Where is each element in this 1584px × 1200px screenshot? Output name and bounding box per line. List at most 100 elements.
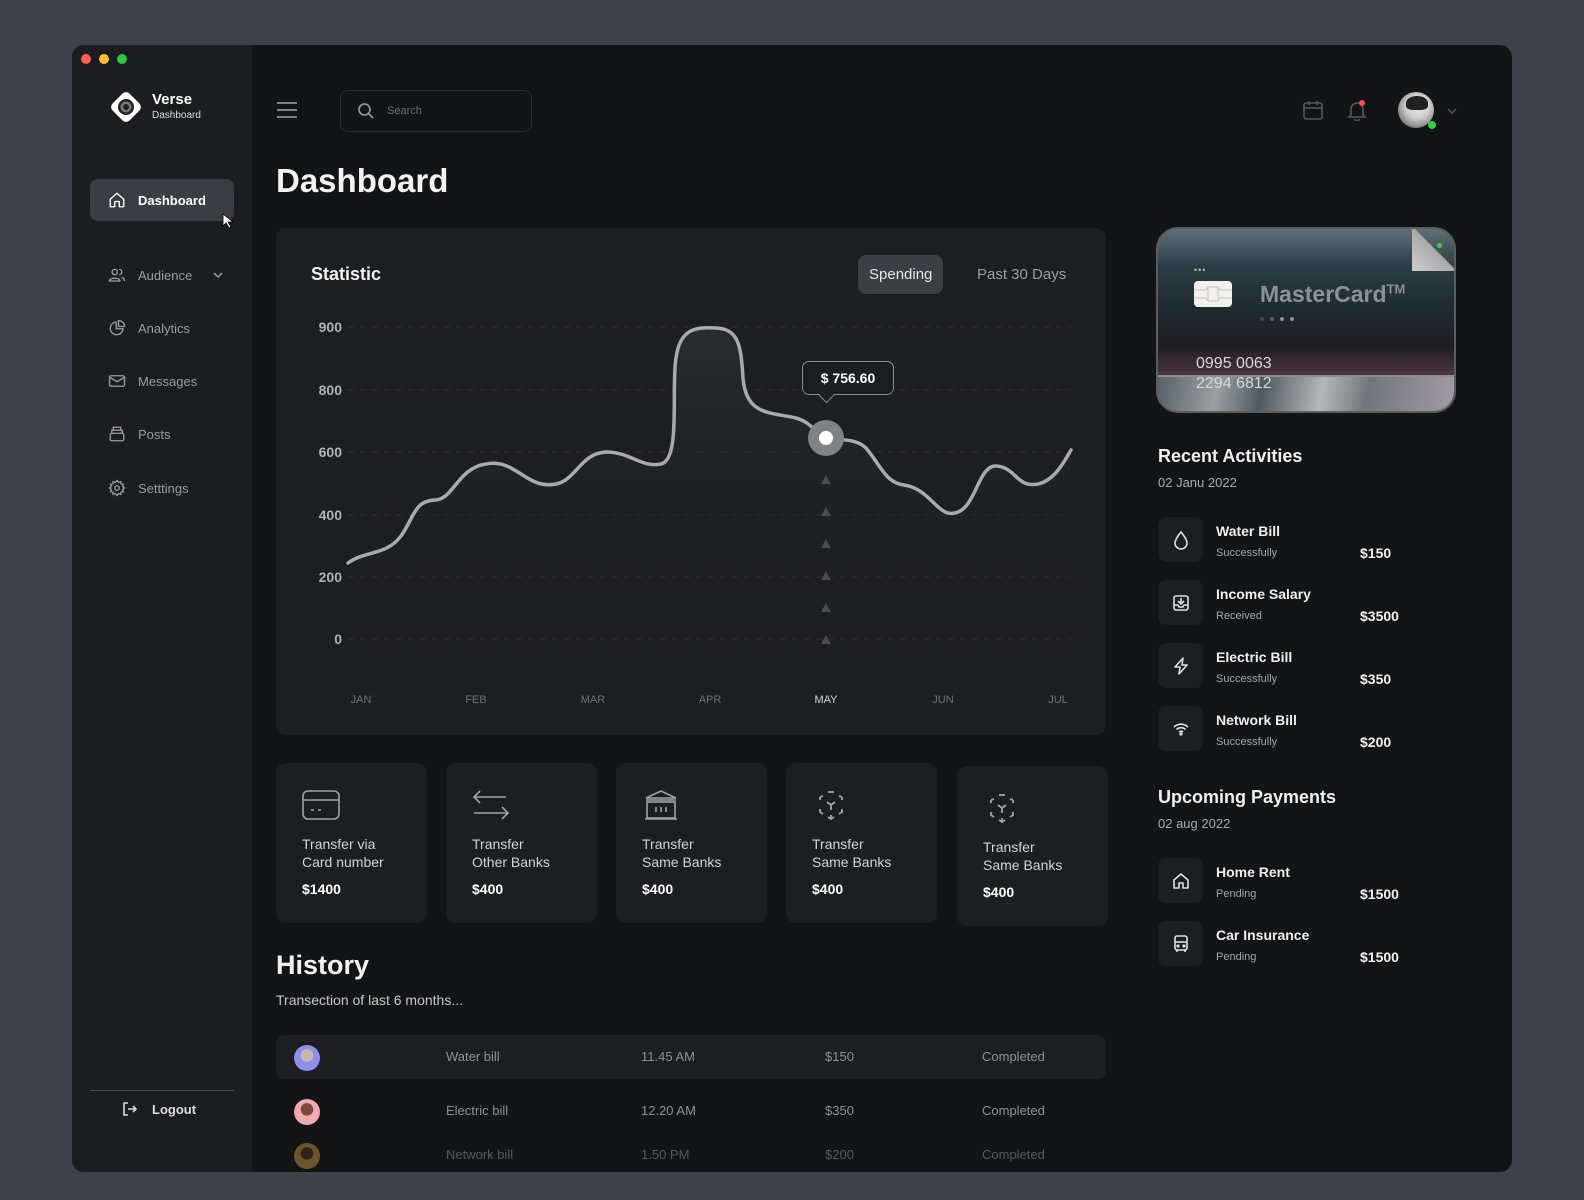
y-tick: 600 xyxy=(318,444,342,460)
history-status: Completed xyxy=(982,1103,1045,1118)
payment-item-car-insurance[interactable]: Car Insurance Pending $1500 xyxy=(1158,921,1408,967)
mastercard-credit-card[interactable]: ••• MasterCardTM 0995 0063 2294 6812 xyxy=(1156,227,1456,413)
tab-past-30-days[interactable]: Past 30 Days xyxy=(977,266,1067,283)
sidebar: Verse Dashboard Dashboard Audience Analy… xyxy=(72,45,252,1172)
search-icon xyxy=(358,103,374,119)
activity-item-network-bill[interactable]: Network Bill Successfully $200 xyxy=(1158,706,1408,752)
history-amount: $200 xyxy=(825,1147,854,1162)
sidebar-item-label: Posts xyxy=(138,426,171,442)
transfer-label: Same Banks xyxy=(642,854,722,870)
transfer-label: Same Banks xyxy=(812,854,892,870)
history-row[interactable]: Network bill 1.50 PM $200 Completed xyxy=(276,1133,1106,1172)
sidebar-divider xyxy=(90,1090,234,1091)
history-name: Network bill xyxy=(446,1147,514,1162)
page-title: Dashboard xyxy=(276,162,449,199)
transfer-label: Same Banks xyxy=(983,857,1063,873)
chevron-down-icon[interactable] xyxy=(1446,105,1458,117)
transfer-same-banks-tile[interactable]: Transfer Same Banks $400 xyxy=(616,763,767,923)
history-amount: $350 xyxy=(825,1103,854,1118)
history-row[interactable]: Water bill 11.45 AM $150 Completed xyxy=(276,1035,1106,1079)
sidebar-item-analytics[interactable]: Analytics xyxy=(90,307,234,349)
card-chip-icon xyxy=(1194,281,1232,307)
search-input[interactable] xyxy=(387,105,507,117)
sidebar-item-label: Audience xyxy=(138,267,193,283)
transfer-label: Transfer xyxy=(472,836,524,852)
transfer-label: Transfer xyxy=(642,836,694,852)
payment-item-home-rent[interactable]: Home Rent Pending $1500 xyxy=(1158,858,1408,904)
x-tick: JUN xyxy=(932,694,954,706)
activity-amount: $350 xyxy=(1360,671,1392,687)
spending-line xyxy=(346,326,1073,565)
card-trademark: TM xyxy=(1386,281,1406,297)
bell-icon[interactable] xyxy=(1346,99,1368,121)
maximize-window-button[interactable] xyxy=(117,54,127,64)
activity-status: Received xyxy=(1216,610,1262,622)
line-chart[interactable] xyxy=(276,228,1106,735)
wifi-icon xyxy=(1172,722,1189,736)
sidebar-item-audience[interactable]: Audience xyxy=(90,254,234,296)
main-content: Dashboard xyxy=(252,45,1512,1172)
y-tick: 200 xyxy=(318,569,342,585)
history-name: Electric bill xyxy=(446,1103,509,1118)
transfer-same-banks-tile[interactable]: Transfer Same Banks $400 xyxy=(786,763,937,923)
recent-activities-date: 02 Janu 2022 xyxy=(1158,475,1237,490)
activity-status: Successfully xyxy=(1216,736,1278,748)
history-status: Completed xyxy=(982,1049,1045,1064)
brand-subtitle: Dashboard xyxy=(152,110,201,121)
transfer-same-banks-tile[interactable]: Transfer Same Banks $400 xyxy=(957,766,1108,926)
card-dots: ••• xyxy=(1194,265,1207,275)
activity-item-water-bill[interactable]: Water Bill Successfully $150 xyxy=(1158,517,1408,563)
minimize-window-button[interactable] xyxy=(99,54,109,64)
history-time: 12.20 AM xyxy=(641,1103,696,1118)
history-row[interactable]: Electric bill 12.20 AM $350 Completed xyxy=(276,1089,1106,1133)
sidebar-item-label: Messages xyxy=(138,373,198,389)
recent-activities-title: Recent Activities xyxy=(1158,446,1303,466)
app-window: Verse Dashboard Dashboard Audience Analy… xyxy=(72,45,1512,1172)
activity-name: Electric Bill xyxy=(1216,649,1293,665)
card-corner-fold xyxy=(1412,229,1454,271)
lightning-icon xyxy=(1173,656,1188,675)
mouse-cursor-icon xyxy=(222,213,235,229)
history-amount: $150 xyxy=(825,1049,854,1064)
sidebar-item-dashboard[interactable]: Dashboard xyxy=(90,179,234,221)
transfer-amount: $400 xyxy=(472,881,504,897)
highlighted-point xyxy=(819,431,833,445)
transfer-amount: $400 xyxy=(983,884,1015,900)
statistic-chart-card: Statistic Spending Past 30 Days 900 800 … xyxy=(276,228,1106,735)
menu-icon[interactable] xyxy=(276,100,298,120)
search-box[interactable] xyxy=(340,90,532,132)
transfer-card-number-tile[interactable]: Transfer via Card number $1400 xyxy=(276,763,427,923)
y-tick: 400 xyxy=(318,507,342,523)
avatar xyxy=(294,1099,320,1125)
logout-icon xyxy=(123,1102,138,1116)
logout-label: Logout xyxy=(152,1101,197,1117)
transfer-label: Card number xyxy=(302,854,384,870)
x-tick: FEB xyxy=(465,694,487,706)
calendar-icon[interactable] xyxy=(1302,99,1324,121)
close-window-button[interactable] xyxy=(81,54,91,64)
bus-icon xyxy=(1173,934,1188,952)
sidebar-item-messages[interactable]: Messages xyxy=(90,360,234,402)
activity-item-electric-bill[interactable]: Electric Bill Successfully $350 xyxy=(1158,643,1408,689)
upcoming-payments-date: 02 aug 2022 xyxy=(1158,816,1231,831)
window-controls xyxy=(81,54,127,64)
activity-name: Income Salary xyxy=(1216,586,1311,602)
avatar xyxy=(294,1143,320,1169)
card-holo-band xyxy=(1158,375,1454,411)
brand-logo[interactable]: Verse Dashboard xyxy=(108,89,201,125)
transfer-amount: $1400 xyxy=(302,881,341,897)
tab-spending[interactable]: Spending xyxy=(858,255,944,294)
activity-amount: $200 xyxy=(1360,734,1392,750)
transfer-other-banks-tile[interactable]: Transfer Other Banks $400 xyxy=(446,763,597,923)
activity-item-income-salary[interactable]: Income Salary Received $3500 xyxy=(1158,580,1408,626)
transfer-amount: $400 xyxy=(642,881,674,897)
logout-button[interactable]: Logout xyxy=(122,1097,196,1121)
sidebar-item-posts[interactable]: Posts xyxy=(90,413,234,455)
payment-status: Pending xyxy=(1216,951,1257,963)
activity-name: Network Bill xyxy=(1216,712,1297,728)
cube-scan-icon xyxy=(819,791,843,821)
card-number-line-1: 0995 0063 xyxy=(1196,355,1272,372)
card-status-dot xyxy=(1437,243,1442,248)
sidebar-item-settings[interactable]: Setttings xyxy=(90,467,234,509)
transfer-label: Transfer via xyxy=(302,836,376,852)
